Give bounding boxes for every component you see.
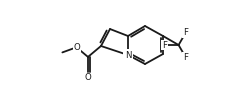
- Text: F: F: [183, 28, 188, 37]
- Text: O: O: [74, 43, 80, 52]
- Text: N: N: [125, 50, 131, 59]
- Text: F: F: [183, 53, 188, 62]
- Text: F: F: [162, 40, 167, 50]
- Text: O: O: [85, 73, 91, 82]
